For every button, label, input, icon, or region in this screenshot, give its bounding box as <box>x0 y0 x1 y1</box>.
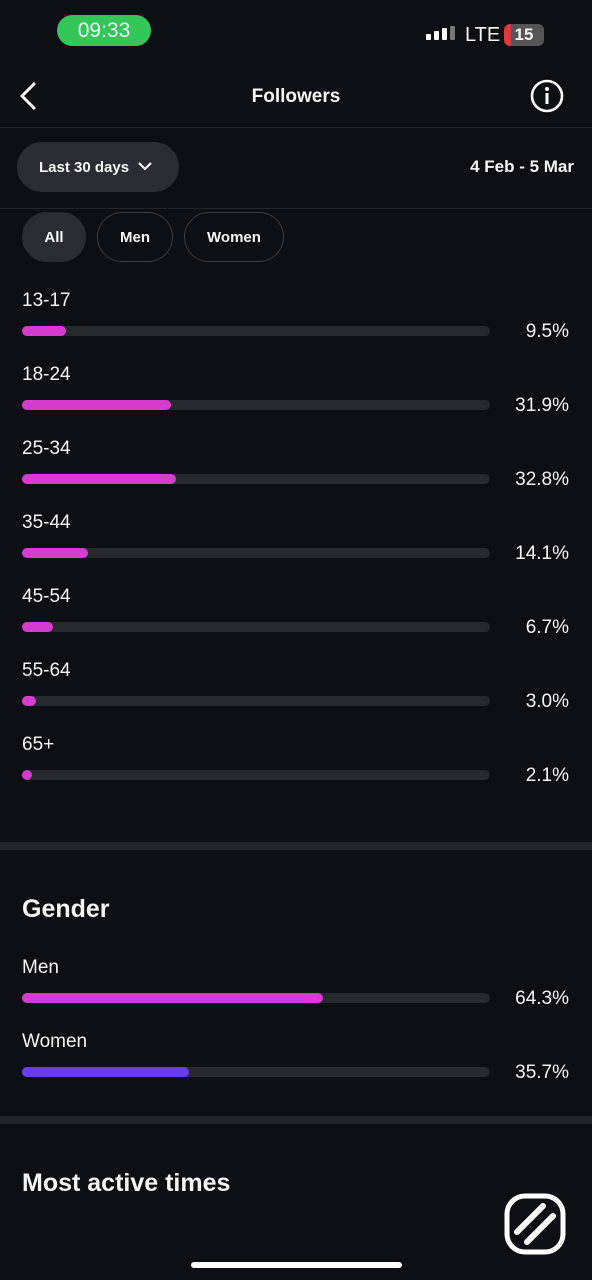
divider <box>0 208 592 209</box>
divider <box>0 127 592 128</box>
bar <box>22 1067 190 1077</box>
bar-track <box>22 622 490 632</box>
value-label: 35.7% <box>515 1062 569 1083</box>
page-title: Followers <box>251 86 341 107</box>
value-label: 3.0% <box>525 691 569 712</box>
category-label: 45-54 <box>22 586 71 607</box>
info-button[interactable] <box>529 78 565 114</box>
battery: 15 <box>504 24 544 46</box>
category-label: 18-24 <box>22 364 71 385</box>
bar <box>22 770 32 780</box>
category-label: 55-64 <box>22 660 71 681</box>
chevron <box>138 162 152 171</box>
date-filter[interactable]: Last 30 days <box>17 142 179 192</box>
value-label: 14.1% <box>515 543 569 564</box>
value-label: 2.1% <box>525 765 569 786</box>
category-label: Women <box>22 1031 88 1052</box>
date-filter-label: Last 30 days <box>39 158 130 176</box>
tab[interactable]: Men <box>97 212 173 262</box>
back-button[interactable] <box>14 80 44 112</box>
network: LTE <box>465 24 501 46</box>
tab[interactable]: All <box>22 212 86 262</box>
section-divider <box>0 842 592 850</box>
category-label: 25-34 <box>22 438 71 459</box>
bar <box>22 474 176 484</box>
bar <box>22 548 88 558</box>
category-label: 35-44 <box>22 512 71 533</box>
section-title: Most active times <box>22 1169 231 1197</box>
category-label: Men <box>22 957 59 978</box>
bar-track <box>22 474 490 484</box>
bar-track <box>22 326 490 336</box>
bar-track <box>22 1067 490 1077</box>
bar-track <box>22 696 490 706</box>
value-label: 31.9% <box>515 395 569 416</box>
date-range: 4 Feb - 5 Mar <box>470 157 574 176</box>
bar-track <box>22 548 490 558</box>
bar <box>22 696 37 706</box>
bar-track <box>22 400 490 410</box>
value-label: 32.8% <box>515 469 569 490</box>
app-logo <box>504 1193 566 1255</box>
category-label: 13-17 <box>22 290 71 311</box>
bar <box>22 400 172 410</box>
home-indicator <box>191 1262 402 1268</box>
value-label: 9.5% <box>525 321 569 342</box>
signal-icon <box>426 26 455 40</box>
tab[interactable]: Women <box>184 212 284 262</box>
section-divider <box>0 1116 592 1124</box>
category-label: 65+ <box>22 734 55 755</box>
value-label: 6.7% <box>525 617 569 638</box>
bar <box>22 326 67 336</box>
section-title: Gender <box>22 895 110 923</box>
status-time: 09:33 <box>57 15 151 46</box>
bar <box>22 993 323 1003</box>
value-label: 64.3% <box>515 988 569 1009</box>
bar <box>22 622 54 632</box>
bar-track <box>22 770 490 780</box>
